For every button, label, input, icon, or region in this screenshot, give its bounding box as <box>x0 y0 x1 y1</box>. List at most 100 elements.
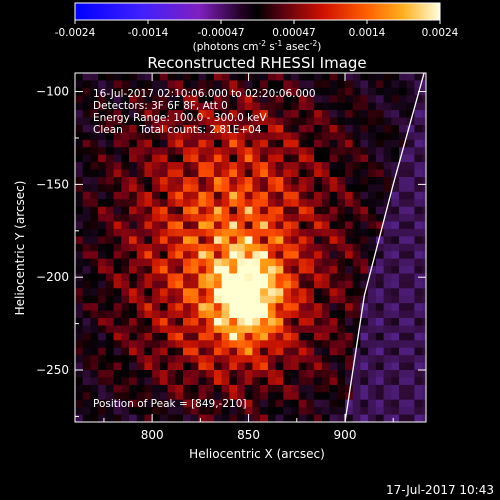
heatmap-cell <box>90 273 99 282</box>
heatmap-cell <box>152 399 161 408</box>
heatmap-cell <box>368 132 377 141</box>
heatmap-cell <box>190 177 199 185</box>
heatmap-cell <box>167 95 176 104</box>
heatmap-cell <box>121 214 130 223</box>
heatmap-cell <box>121 117 130 126</box>
heatmap-cell <box>159 221 169 230</box>
heatmap-cell <box>129 236 138 245</box>
heatmap-cell <box>159 184 169 193</box>
heatmap-cell <box>183 347 192 356</box>
heatmap-cell <box>414 251 423 260</box>
heatmap-cell <box>260 251 269 260</box>
heatmap-cell <box>375 80 385 89</box>
heatmap-cell <box>368 221 377 230</box>
heatmap-cell <box>306 243 315 252</box>
heatmap-cell <box>113 392 122 401</box>
heatmap-cell <box>260 355 269 364</box>
heatmap-cell <box>183 221 192 230</box>
heatmap-cell <box>190 221 199 230</box>
heatmap-cell <box>213 340 223 349</box>
colorbar-tick-label: 0.0024 <box>422 27 459 39</box>
heatmap-cell <box>329 214 338 223</box>
heatmap-cell <box>391 340 400 349</box>
heatmap-cell <box>360 273 369 282</box>
heatmap-cell <box>360 221 369 230</box>
heatmap-cell <box>129 340 138 349</box>
chart-title: Reconstructed RHESSI Image <box>147 54 366 72</box>
heatmap-cell <box>383 295 392 304</box>
heatmap-cell <box>244 162 253 171</box>
heatmap-cell <box>167 139 176 148</box>
heatmap-cell <box>252 139 261 148</box>
heatmap-cell <box>352 392 361 401</box>
heatmap-cell <box>391 310 400 319</box>
heatmap-cell <box>198 280 207 289</box>
heatmap-cell <box>113 139 122 148</box>
heatmap-cell <box>314 95 323 104</box>
heatmap-cell <box>267 228 277 237</box>
heatmap-cell <box>283 199 292 208</box>
annotation-time-range: 16-Jul-2017 02:10:06.000 to 02:20:06.000 <box>93 88 316 100</box>
heatmap-cell <box>368 399 377 408</box>
heatmap-cell <box>329 399 338 408</box>
heatmap-cell <box>306 147 315 156</box>
heatmap-cell <box>345 87 354 96</box>
heatmap-cell <box>329 95 338 104</box>
heatmap-cell <box>82 251 91 260</box>
heatmap-cell <box>244 132 253 141</box>
heatmap-cell <box>275 147 284 156</box>
heatmap-cell <box>329 414 338 422</box>
heatmap-cell <box>345 73 354 81</box>
heatmap-cell <box>275 340 284 349</box>
heatmap-cell <box>75 325 84 334</box>
heatmap-cell <box>144 288 153 297</box>
heatmap-cell <box>183 295 192 304</box>
heatmap-cell <box>375 407 385 416</box>
heatmap-cell <box>383 362 392 371</box>
heatmap-cell <box>337 191 346 200</box>
heatmap-cell <box>337 325 346 334</box>
heatmap-cell <box>229 384 238 393</box>
heatmap-cell <box>183 355 192 364</box>
heatmap-cell <box>337 243 346 252</box>
heatmap-cell <box>283 377 292 386</box>
heatmap-cell <box>167 228 176 237</box>
heatmap-cell <box>113 102 122 111</box>
heatmap-cell <box>244 102 253 111</box>
heatmap-cell <box>399 95 408 104</box>
heatmap-cell <box>368 303 377 312</box>
heatmap-cell <box>175 184 184 193</box>
heatmap-cell <box>352 199 361 208</box>
heatmap-cell <box>213 325 223 334</box>
heatmap-cell <box>198 273 207 282</box>
heatmap-cell <box>399 318 408 326</box>
heatmap-cell <box>113 266 122 275</box>
heatmap-cell <box>375 295 385 304</box>
heatmap-cell <box>252 132 261 141</box>
heatmap-cell <box>406 370 415 378</box>
heatmap-cell <box>244 355 253 364</box>
heatmap-cell <box>399 258 408 267</box>
heatmap-cell <box>237 139 246 148</box>
heatmap-cell <box>345 318 354 326</box>
heatmap-cell <box>252 117 261 126</box>
heatmap-cell <box>237 325 246 334</box>
heatmap-cell <box>283 95 292 104</box>
heatmap-cell <box>375 251 385 260</box>
heatmap-cell <box>360 117 369 126</box>
heatmap-cell <box>352 399 361 408</box>
heatmap-cell <box>213 273 223 282</box>
y-tick-label: −150 <box>36 177 69 191</box>
heatmap-cell <box>422 332 426 341</box>
heatmap-cell <box>152 355 161 364</box>
heatmap-cell <box>105 384 115 393</box>
axes: 800 850 900−100−150−200−250 <box>36 73 426 442</box>
heatmap-cell <box>82 392 91 401</box>
heatmap-cell <box>252 258 261 267</box>
heatmap-cell <box>321 370 331 378</box>
heatmap-cell <box>321 266 331 275</box>
heatmap-cell <box>98 206 107 215</box>
heatmap-cell <box>98 87 107 96</box>
heatmap-cell <box>167 340 176 349</box>
heatmap-cell <box>391 377 400 386</box>
